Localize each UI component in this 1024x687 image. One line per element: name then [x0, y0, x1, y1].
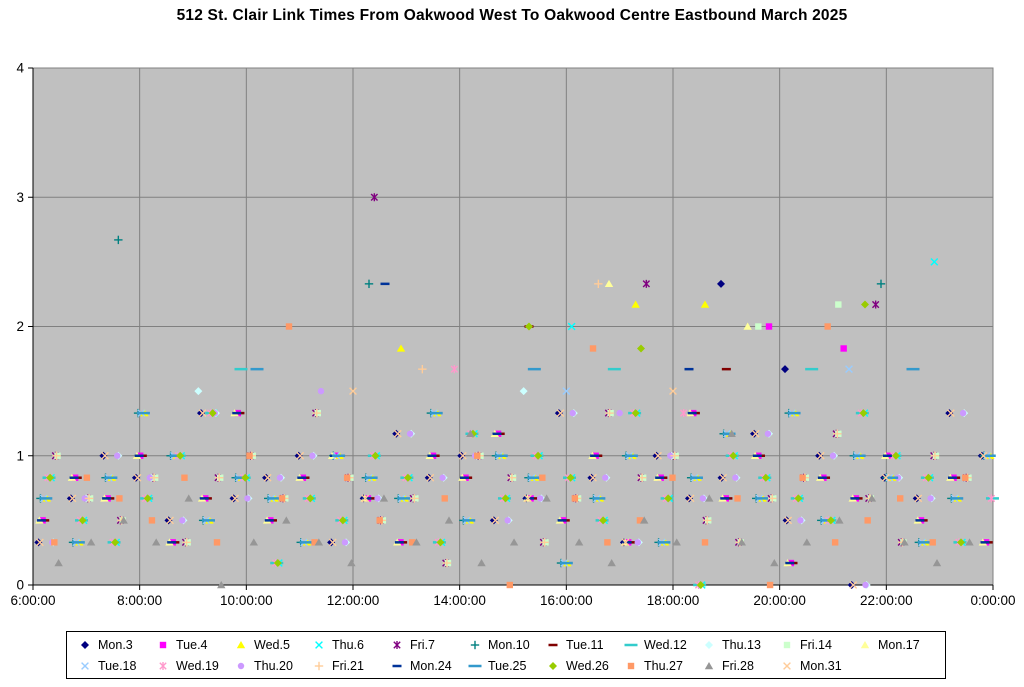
star-marker-icon [393, 641, 401, 649]
legend-item-Tue.4: Tue.4 [155, 638, 233, 652]
legend-item-Fri.7: Fri.7 [389, 638, 467, 652]
legend-label: Fri.7 [410, 638, 435, 652]
legend-label: Thu.6 [332, 638, 364, 652]
x-tick-label: 10:00:00 [220, 593, 273, 608]
legend-item-Wed.26: Wed.26 [545, 659, 623, 673]
legend-label: Thu.27 [644, 659, 683, 673]
legend-item-Mon.10: Mon.10 [467, 638, 545, 652]
plus-marker-icon [470, 640, 480, 650]
legend-label: Thu.13 [722, 638, 761, 652]
series-Mon.24 [37, 282, 990, 565]
legend-item-Mon.3: Mon.3 [77, 638, 155, 652]
series-Fri.28 [54, 429, 974, 589]
x-tick-label: 12:00:00 [327, 593, 380, 608]
legend-label: Tue.18 [98, 659, 137, 673]
plot-area: 0 1 2 3 4 6:00:00 8:00:00 10:00:00 12:00:00 14:00… [10, 61, 1015, 609]
legend-item-Tue.25: Tue.25 [467, 659, 545, 673]
legend-item-Fri.28: Fri.28 [701, 659, 779, 673]
legend-item-Mon.24: Mon.24 [389, 659, 467, 673]
legend-label: Tue.4 [176, 638, 208, 652]
legend-item-Thu.20: Thu.20 [233, 659, 311, 673]
dash-marker-icon [548, 643, 558, 647]
legend-item-Fri.14: Fri.14 [779, 638, 857, 652]
legend-label: Wed.26 [566, 659, 609, 673]
x-marker-icon [81, 662, 89, 670]
legend-label: Mon.24 [410, 659, 452, 673]
legend-item-Thu.6: Thu.6 [311, 638, 389, 652]
legend-label: Mon.31 [800, 659, 842, 673]
longdash-marker-icon [624, 643, 638, 647]
legend-item-Fri.21: Fri.21 [311, 659, 389, 673]
circle-marker-icon [237, 662, 245, 670]
legend-item-Mon.31: Mon.31 [779, 659, 857, 673]
triangle-marker-icon [236, 641, 246, 649]
legend-item-Tue.18: Tue.18 [77, 659, 155, 673]
triangle-marker-icon [704, 662, 714, 670]
triangle-marker-icon [860, 641, 870, 649]
legend-label: Mon.3 [98, 638, 133, 652]
series-Mon.31 [36, 387, 988, 589]
data-points [34, 193, 999, 589]
star-marker-icon [159, 662, 167, 670]
legend-label: Mon.17 [878, 638, 920, 652]
legend-item-Thu.13: Thu.13 [701, 638, 779, 652]
legend-label: Fri.21 [332, 659, 364, 673]
series-Thu.27 [51, 323, 969, 589]
x-tick-label: 18:00:00 [647, 593, 700, 608]
y-tick-label: 3 [16, 190, 24, 205]
y-tick-label: 2 [16, 319, 24, 334]
series-Thu.20 [49, 387, 967, 589]
legend-item-Wed.12: Wed.12 [623, 638, 701, 652]
x-tick-label: 6:00:00 [10, 593, 55, 608]
legend-label: Wed.12 [644, 638, 687, 652]
x-tick-label: 14:00:00 [433, 593, 486, 608]
x-tick-label: 0:00:00 [970, 593, 1015, 608]
series-Tue.25 [39, 367, 996, 565]
plus-marker-icon [314, 661, 324, 671]
legend-label: Fri.14 [800, 638, 832, 652]
x-marker-icon [315, 641, 323, 649]
legend-label: Mon.10 [488, 638, 530, 652]
x-tick-label: 22:00:00 [860, 593, 913, 608]
chart-title: 512 St. Clair Link Times From Oakwood We… [176, 7, 848, 24]
longdash-marker-icon [468, 664, 482, 668]
x-tick-label: 16:00:00 [540, 593, 593, 608]
legend: Mon.3 Tue.4 Wed.5 Thu.6 Fri.7 Mon.10 Tue.11 Wed… [66, 631, 946, 679]
x-tick-label: 20:00:00 [753, 593, 806, 608]
legend-label: Wed.19 [176, 659, 219, 673]
square-marker-icon [159, 641, 167, 649]
legend-label: Fri.28 [722, 659, 754, 673]
legend-label: Tue.11 [566, 638, 604, 652]
diamond-marker-icon [705, 641, 713, 649]
x-tick-label: 8:00:00 [117, 593, 162, 608]
gridlines [33, 68, 993, 585]
square-marker-icon [627, 662, 635, 670]
y-tick-label: 0 [16, 578, 24, 593]
diamond-marker-icon [549, 662, 557, 670]
legend-label: Thu.20 [254, 659, 293, 673]
legend-item-Wed.5: Wed.5 [233, 638, 311, 652]
x-marker-icon [783, 662, 791, 670]
legend-label: Tue.25 [488, 659, 527, 673]
legend-item-Mon.17: Mon.17 [857, 638, 935, 652]
y-tick-label: 4 [16, 61, 24, 76]
axes: 0 1 2 3 4 6:00:00 8:00:00 10:00:00 12:00:00 14:00… [10, 61, 1015, 609]
diamond-marker-icon [81, 641, 89, 649]
legend-label: Wed.5 [254, 638, 290, 652]
series-Wed.26 [46, 300, 965, 589]
y-tick-label: 1 [16, 448, 24, 463]
square-marker-icon [783, 641, 791, 649]
legend-item-Tue.11: Tue.11 [545, 638, 623, 652]
dash-marker-icon [392, 664, 402, 668]
legend-item-Wed.19: Wed.19 [155, 659, 233, 673]
legend-item-Thu.27: Thu.27 [623, 659, 701, 673]
